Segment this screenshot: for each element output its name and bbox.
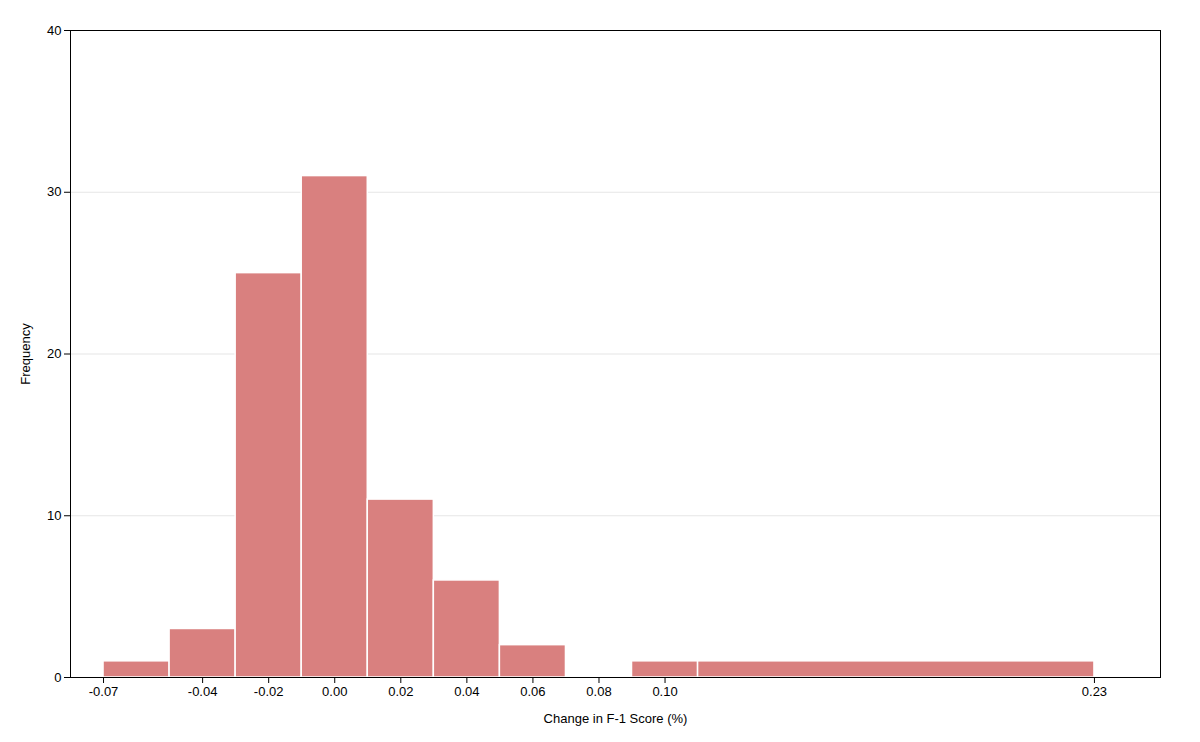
svg-text:Change in F-1 Score (%): Change in F-1 Score (%) bbox=[544, 711, 688, 726]
svg-text:20: 20 bbox=[47, 346, 61, 361]
svg-text:0.08: 0.08 bbox=[586, 684, 611, 699]
svg-text:0.06: 0.06 bbox=[520, 684, 545, 699]
svg-text:0.04: 0.04 bbox=[454, 684, 479, 699]
svg-text:-0.07: -0.07 bbox=[89, 684, 119, 699]
svg-text:10: 10 bbox=[47, 508, 61, 523]
svg-text:-0.02: -0.02 bbox=[254, 684, 284, 699]
svg-text:0.23: 0.23 bbox=[1082, 684, 1107, 699]
svg-text:30: 30 bbox=[47, 184, 61, 199]
svg-text:0.10: 0.10 bbox=[652, 684, 677, 699]
svg-text:0.00: 0.00 bbox=[322, 684, 347, 699]
svg-text:-0.04: -0.04 bbox=[188, 684, 218, 699]
svg-text:Frequency: Frequency bbox=[18, 323, 33, 385]
svg-text:40: 40 bbox=[47, 23, 61, 38]
svg-text:0: 0 bbox=[54, 670, 61, 685]
svg-text:0.02: 0.02 bbox=[388, 684, 413, 699]
